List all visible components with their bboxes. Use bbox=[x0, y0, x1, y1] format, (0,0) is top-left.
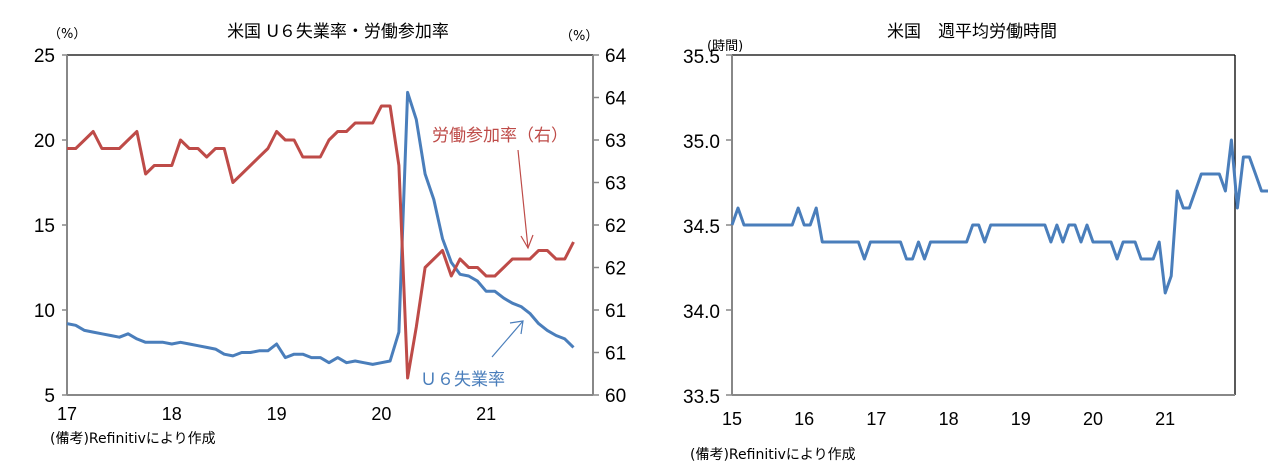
left-y-ticks: 25 20 15 10 5 bbox=[34, 46, 67, 407]
u6-annotation: Ｕ６失業率 bbox=[420, 370, 505, 390]
source-note: (備考)Refinitivにより作成 bbox=[50, 431, 216, 447]
x-tick-label: 19 bbox=[1011, 409, 1031, 429]
y-ticks: 35.5 35.0 34.5 34.0 33.5 bbox=[683, 47, 732, 408]
y-tick-label: 64 bbox=[605, 46, 627, 67]
x-tick-label: 20 bbox=[371, 404, 391, 424]
u6-arrow-line bbox=[491, 320, 524, 358]
left-axis-unit: （%） bbox=[48, 27, 86, 42]
x-tick-label: 18 bbox=[162, 404, 182, 424]
y-tick-label: 33.5 bbox=[683, 387, 720, 408]
x-ticks: 17 18 19 20 21 bbox=[57, 404, 496, 424]
x-tick-label: 21 bbox=[1155, 409, 1175, 429]
y-tick-label: 63 bbox=[605, 174, 626, 195]
labor-arrow-line bbox=[517, 149, 529, 249]
y-tick-label: 61 bbox=[605, 344, 626, 365]
weekly-hours-chart: 米国 週平均労働時間 (時間) 35.535.034.534.033.5 15 1… bbox=[683, 22, 1268, 463]
y-tick-label: 62 bbox=[605, 259, 626, 280]
y-tick-label: 25 bbox=[34, 46, 55, 67]
labor-participation-annotation: 労働参加率（右） bbox=[432, 126, 568, 146]
y-tick-label: 34.0 bbox=[683, 302, 720, 323]
x-tick-label: 20 bbox=[1083, 409, 1103, 429]
x-tick-label: 21 bbox=[476, 404, 496, 424]
y-tick-label: 15 bbox=[34, 216, 55, 237]
y-tick-label: 62 bbox=[605, 216, 626, 237]
y-tick-label: 64 bbox=[605, 89, 627, 110]
y-tick-label: 61 bbox=[605, 301, 626, 322]
x-ticks: 15 16 17 18 19 20 21 bbox=[722, 409, 1175, 429]
x-tick-label: 17 bbox=[57, 404, 77, 424]
right-y-ticks: 64 64 63 63 62 62 61 61 60 bbox=[593, 46, 627, 407]
y-tick-label: 35.0 bbox=[683, 132, 720, 153]
right-axis-unit: （%） bbox=[560, 29, 598, 44]
y-tick-label: 5 bbox=[44, 386, 55, 407]
x-tick-label: 17 bbox=[866, 409, 886, 429]
chart-title: 米国 U６失業率・労働参加率 bbox=[227, 22, 449, 42]
y-tick-label: 34.5 bbox=[683, 217, 720, 238]
x-tick-label: 16 bbox=[794, 409, 814, 429]
y-tick-label: 20 bbox=[34, 131, 55, 152]
labor-participation-line bbox=[67, 104, 575, 380]
source-note: (備考)Refinitivにより作成 bbox=[690, 447, 856, 463]
y-tick-label: 60 bbox=[605, 386, 626, 407]
y-axis-unit: (時間) bbox=[707, 39, 743, 54]
y-tick-label: 35.5 bbox=[683, 47, 720, 68]
x-tick-label: 18 bbox=[939, 409, 959, 429]
u6-unemployment-line bbox=[66, 90, 575, 366]
y-tick-label: 10 bbox=[34, 301, 55, 322]
labor-arrow-head bbox=[520, 234, 534, 250]
x-tick-label: 15 bbox=[722, 409, 742, 429]
chart-title: 米国 週平均労働時間 bbox=[887, 22, 1057, 42]
u6-arrow-head bbox=[509, 320, 524, 335]
y-tick-label: 63 bbox=[605, 131, 626, 152]
weekly-hours-line bbox=[730, 138, 1268, 295]
x-tick-label: 19 bbox=[267, 404, 287, 424]
